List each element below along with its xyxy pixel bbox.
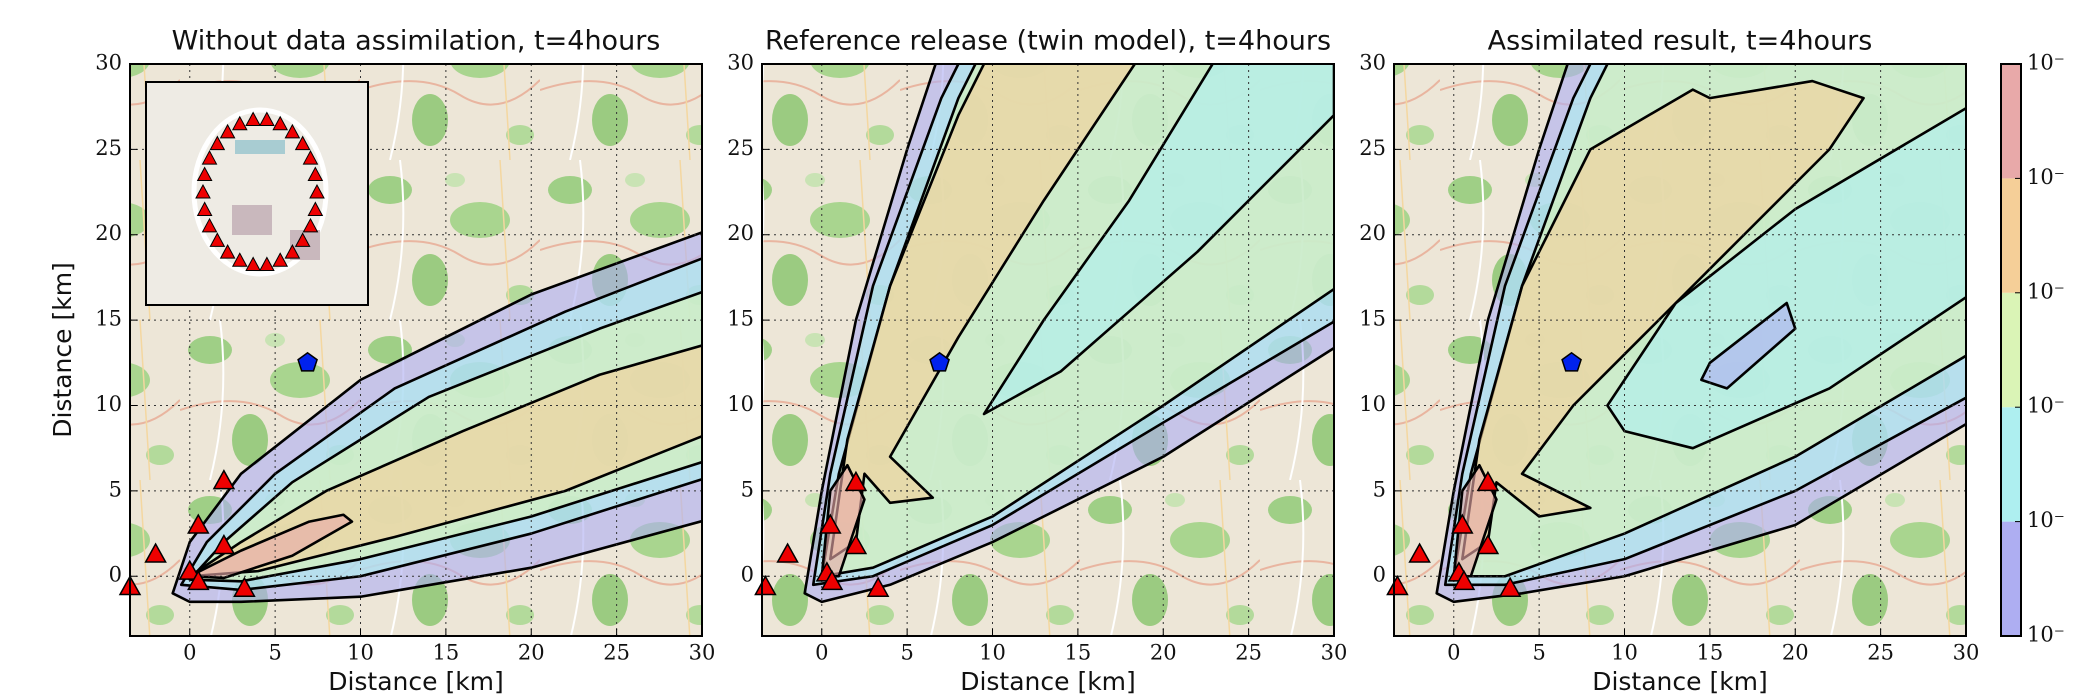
colorbar-label: 10⁻ xyxy=(2027,165,2065,189)
y-tick-label: 10 xyxy=(95,392,122,416)
colorbar-label: 10⁻ xyxy=(2027,51,2065,75)
x-tick-label: 10 xyxy=(979,641,1006,665)
panel-title: Without data assimilation, t=4hours xyxy=(172,26,661,57)
colorbar-label: 10⁻ xyxy=(2027,623,2065,647)
inset-building xyxy=(235,140,285,154)
y-tick-label: 30 xyxy=(1359,51,1386,75)
y-tick-label: 15 xyxy=(95,307,122,331)
x-tick-label: 15 xyxy=(433,641,460,665)
y-tick-label: 25 xyxy=(727,136,754,160)
y-tick-label: 10 xyxy=(1359,392,1386,416)
x-tick-label: 25 xyxy=(603,641,630,665)
inset-building xyxy=(232,205,272,235)
x-tick-label: 5 xyxy=(1532,641,1545,665)
y-tick-label: 0 xyxy=(741,563,754,587)
y-tick-label: 5 xyxy=(109,477,122,501)
y-tick-label: 30 xyxy=(95,51,122,75)
y-tick-label: 0 xyxy=(109,563,122,587)
x-tick-label: 10 xyxy=(347,641,374,665)
panel: 0 5 10 15 20 25 30 0 5 10 15 20 25 30 Assimilated resu… xyxy=(1359,26,1983,697)
y-tick-label: 15 xyxy=(727,307,754,331)
y-tick-label: 20 xyxy=(95,221,122,245)
panel-title: Assimilated result, t=4hours xyxy=(1488,26,1873,57)
colorbar-segment xyxy=(2001,64,2021,178)
x-tick-label: 25 xyxy=(1235,641,1262,665)
colorbar-segment xyxy=(2001,522,2021,636)
y-tick-label: 5 xyxy=(1373,477,1386,501)
x-tick-label: 20 xyxy=(1782,641,1809,665)
x-tick-label: 30 xyxy=(1321,641,1348,665)
figure: 0 5 10 15 20 25 30 0 5 10 15 20 25 30 Without data ass… xyxy=(0,0,2077,699)
x-tick-label: 5 xyxy=(900,641,913,665)
colorbar-segment xyxy=(2001,293,2021,407)
y-tick-label: 25 xyxy=(1359,136,1386,160)
y-axis-label: Distance [km] xyxy=(48,262,77,438)
panel: 0 5 10 15 20 25 30 0 5 10 15 20 25 30 Without data ass… xyxy=(48,26,719,697)
colorbar-segment xyxy=(2001,178,2021,292)
colorbar-label: 10⁻ xyxy=(2027,394,2065,418)
colorbar-segment xyxy=(2001,407,2021,521)
x-tick-label: 30 xyxy=(689,641,716,665)
panel: 0 5 10 15 20 25 30 0 5 10 15 20 25 30 Reference releas… xyxy=(727,26,1351,697)
x-tick-label: 25 xyxy=(1867,641,1894,665)
y-tick-label: 0 xyxy=(1373,563,1386,587)
x-tick-label: 0 xyxy=(815,641,828,665)
x-tick-label: 30 xyxy=(1953,641,1980,665)
x-tick-label: 0 xyxy=(183,641,196,665)
x-axis-label: Distance [km] xyxy=(328,667,504,696)
x-tick-label: 0 xyxy=(1447,641,1460,665)
colorbar-label: 10⁻ xyxy=(2027,279,2065,303)
x-tick-label: 10 xyxy=(1611,641,1638,665)
y-tick-label: 30 xyxy=(727,51,754,75)
y-tick-label: 20 xyxy=(727,221,754,245)
y-tick-label: 15 xyxy=(1359,307,1386,331)
x-axis-label: Distance [km] xyxy=(1592,667,1768,696)
x-tick-label: 20 xyxy=(1150,641,1177,665)
y-tick-label: 25 xyxy=(95,136,122,160)
colorbar-label: 10⁻ xyxy=(2027,508,2065,532)
x-tick-label: 15 xyxy=(1065,641,1092,665)
x-tick-label: 15 xyxy=(1697,641,1724,665)
x-tick-label: 5 xyxy=(268,641,281,665)
x-tick-label: 20 xyxy=(518,641,545,665)
x-axis-label: Distance [km] xyxy=(960,667,1136,696)
panel-title: Reference release (twin model), t=4hours xyxy=(765,26,1331,57)
y-tick-label: 10 xyxy=(727,392,754,416)
y-tick-label: 5 xyxy=(741,477,754,501)
y-tick-label: 20 xyxy=(1359,221,1386,245)
